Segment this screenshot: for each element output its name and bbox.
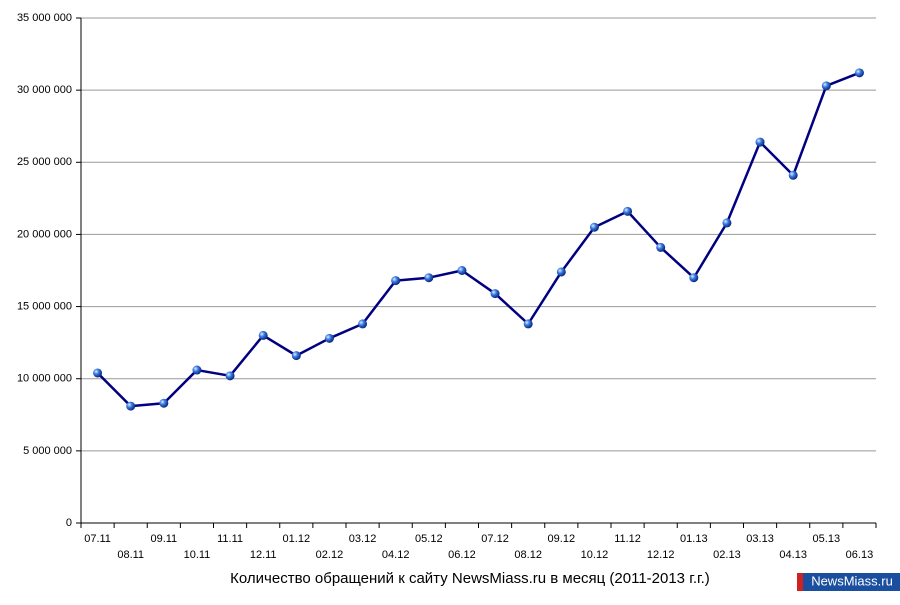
data-point <box>324 333 334 343</box>
data-point <box>623 206 633 216</box>
x-tick-label: 02.13 <box>713 549 741 561</box>
x-tick-label: 12.11 <box>250 549 277 561</box>
x-tick-label: 03.12 <box>349 533 377 545</box>
y-tick-label: 20 000 000 <box>17 228 72 240</box>
x-tick-label: 01.13 <box>680 533 708 545</box>
data-point <box>656 242 666 252</box>
x-tick-label: 03.13 <box>746 533 774 545</box>
data-point <box>258 330 268 340</box>
x-tick-label: 08.12 <box>514 549 542 561</box>
data-point <box>225 371 235 381</box>
x-tick-label: 08.11 <box>117 549 144 561</box>
y-tick-label: 25 000 000 <box>17 156 72 168</box>
y-tick-label: 0 <box>66 517 72 529</box>
data-point <box>192 365 202 375</box>
data-point <box>93 368 103 378</box>
data-point <box>159 398 169 408</box>
data-point <box>589 222 599 232</box>
data-point <box>755 137 765 147</box>
data-point <box>126 401 136 411</box>
data-point <box>424 273 434 283</box>
y-tick-label: 15 000 000 <box>17 300 72 312</box>
logo-text: NewsMiass.ru <box>811 573 893 588</box>
x-tick-label: 04.13 <box>779 549 807 561</box>
data-line <box>96 71 860 408</box>
x-tick-label: 02.12 <box>316 549 344 561</box>
y-tick-label: 30 000 000 <box>17 84 72 96</box>
y-tick-label: 5 000 000 <box>23 445 72 457</box>
x-tick-label: 09.11 <box>150 533 177 545</box>
chart-title: Количество обращений к сайту NewsMiass.r… <box>230 570 710 587</box>
logo-box <box>797 573 900 591</box>
data-point <box>788 170 798 180</box>
data-point <box>821 81 831 91</box>
data-point <box>490 289 500 299</box>
x-tick-label: 01.12 <box>283 533 311 545</box>
data-point <box>358 319 368 329</box>
x-tick-label: 07.11 <box>84 533 111 545</box>
x-tick-label: 10.11 <box>184 549 211 561</box>
x-tick-label: 11.12 <box>614 533 641 545</box>
x-tick-label: 11.11 <box>217 533 243 545</box>
data-point <box>457 266 467 275</box>
x-tick-label: 10.12 <box>581 549 609 561</box>
y-tick-label: 35 000 000 <box>17 12 72 24</box>
data-point <box>722 218 732 228</box>
x-tick-label: 06.13 <box>846 549 874 561</box>
x-tick-label: 06.12 <box>448 549 476 561</box>
x-tick-label: 04.12 <box>382 549 410 561</box>
data-point <box>556 267 566 277</box>
data-point <box>689 273 699 283</box>
x-tick-label: 07.12 <box>481 533 509 545</box>
x-tick-label: 12.12 <box>647 549 675 561</box>
data-point <box>854 68 864 78</box>
x-tick-label: 05.13 <box>813 533 841 545</box>
x-tick-label: 05.12 <box>415 533 443 545</box>
data-point <box>523 319 533 329</box>
logo-accent <box>797 573 803 591</box>
y-tick-label: 10 000 000 <box>17 373 72 385</box>
data-point <box>391 276 401 286</box>
data-point <box>291 351 301 361</box>
x-tick-label: 09.12 <box>548 533 576 545</box>
